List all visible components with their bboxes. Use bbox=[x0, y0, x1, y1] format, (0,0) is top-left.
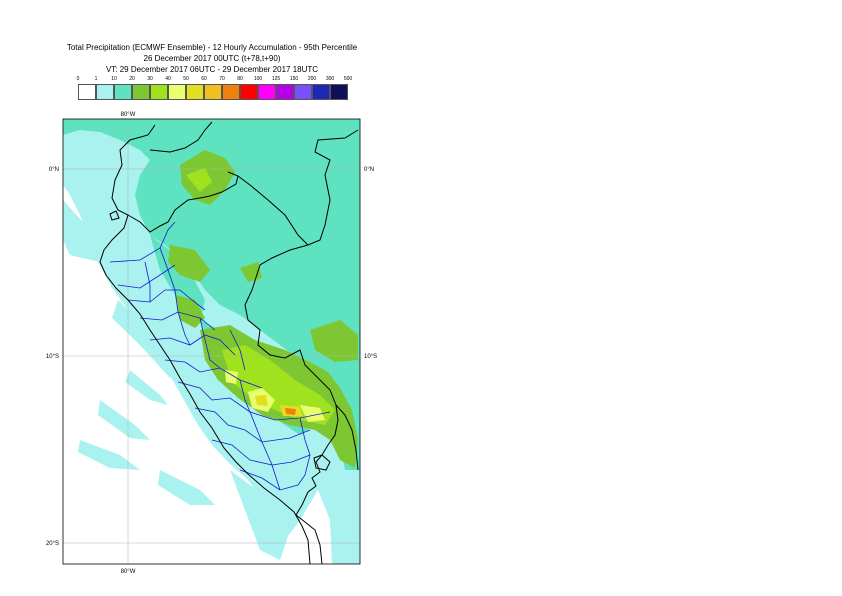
precip-band-1-10 bbox=[230, 470, 290, 560]
department-boundary bbox=[144, 261, 151, 302]
run-date-subtitle: 26 December 2017 00UTC (t+78,t+90) bbox=[143, 54, 281, 63]
department-boundary bbox=[159, 247, 191, 346]
precip-band-60-80 bbox=[285, 408, 296, 415]
lat-label-left-20s: 20°S bbox=[46, 541, 59, 547]
legend-color-swatch bbox=[294, 84, 312, 100]
department-boundary bbox=[211, 439, 311, 466]
legend-tick-label: 100 bbox=[253, 76, 263, 82]
precip-band-1-10 bbox=[63, 200, 100, 262]
precip-band-1-10 bbox=[98, 400, 150, 440]
legend-tick-label: 40 bbox=[165, 76, 171, 82]
lon-label-bottom: 80°W bbox=[121, 569, 136, 575]
precipitation-color-legend: 0 1 10 20 30 40 50 60 70 80 100 125 150 200 300 500 bbox=[76, 76, 352, 102]
colombia-brazil-border bbox=[237, 129, 359, 246]
precip-band-1-10 bbox=[112, 300, 178, 378]
legend-tick-label: 30 bbox=[147, 76, 153, 82]
department-boundary bbox=[239, 469, 299, 491]
legend-tick-label: 500 bbox=[343, 76, 353, 82]
legend-color-swatch bbox=[204, 84, 222, 100]
legend-color-swatch bbox=[78, 84, 96, 100]
legend-color-swatch bbox=[330, 84, 348, 100]
legend-tick-label: 150 bbox=[289, 76, 299, 82]
lat-label-left-10s: 10°S bbox=[46, 354, 59, 360]
legend-tick-label: 200 bbox=[307, 76, 317, 82]
legend-tick-label: 20 bbox=[129, 76, 135, 82]
department-boundary bbox=[164, 359, 263, 389]
legend-color-swatch bbox=[222, 84, 240, 100]
precip-band-1-10 bbox=[125, 370, 168, 405]
legend-tick-label: 60 bbox=[201, 76, 207, 82]
precip-band-1-10 bbox=[78, 440, 140, 470]
department-boundary bbox=[177, 381, 331, 421]
legend-color-swatch bbox=[276, 84, 294, 100]
colombia-ecuador-border bbox=[149, 121, 213, 153]
map-frame bbox=[62, 118, 361, 565]
precip-band-40-50 bbox=[300, 405, 325, 422]
peru-brazil-border bbox=[244, 244, 339, 421]
legend-tick-label: 125 bbox=[271, 76, 281, 82]
precip-band-40-50 bbox=[225, 370, 238, 384]
precip-band-20-30 bbox=[175, 295, 205, 328]
legend-color-swatch bbox=[132, 84, 150, 100]
department-boundary bbox=[149, 334, 236, 356]
ecuador-peru-border bbox=[127, 171, 239, 233]
peru-bolivia-border bbox=[295, 419, 339, 516]
precip-band-1-10 bbox=[158, 470, 215, 505]
department-boundary bbox=[194, 407, 311, 443]
legend-color-swatch bbox=[168, 84, 186, 100]
legend-color-swatch bbox=[312, 84, 330, 100]
valid-time-subtitle: VT: 29 December 2017 06UTC - 29 December… bbox=[105, 65, 319, 74]
precip-band-30-40 bbox=[186, 168, 212, 192]
legend-tick-label: 70 bbox=[219, 76, 225, 82]
legend-tick-label: 10 bbox=[111, 76, 117, 82]
lon-label-top: 80°W bbox=[121, 112, 136, 118]
precip-band-20-30 bbox=[168, 245, 210, 282]
legend-color-swatch bbox=[150, 84, 168, 100]
lat-label-left-0n: 0°N bbox=[49, 167, 59, 173]
legend-tick-label: 0 bbox=[76, 76, 80, 82]
legend-color-swatch bbox=[258, 84, 276, 100]
department-boundary bbox=[229, 329, 246, 371]
coastline bbox=[99, 124, 311, 564]
bolivia-border bbox=[335, 404, 359, 471]
puna-island bbox=[109, 210, 120, 221]
legend-tick-label: 50 bbox=[183, 76, 189, 82]
legend-color-swatch bbox=[240, 84, 258, 100]
legend-tick-label: 80 bbox=[237, 76, 243, 82]
chart-title: Total Precipitation (ECMWF Ensemble) - 1… bbox=[66, 43, 358, 52]
department-boundary bbox=[199, 317, 221, 369]
precip-band-30-40 bbox=[222, 345, 335, 425]
lake-titicaca bbox=[313, 454, 331, 471]
legend-tick-label: 300 bbox=[325, 76, 335, 82]
legend-color-swatch bbox=[186, 84, 204, 100]
lat-label-right-0n: 0°N bbox=[364, 167, 374, 173]
precip-band-50-60 bbox=[255, 395, 268, 406]
department-boundary bbox=[117, 264, 176, 289]
precip-band-20-30 bbox=[310, 320, 358, 362]
legend-color-swatch bbox=[114, 84, 132, 100]
legend-tick-label: 1 bbox=[94, 76, 98, 82]
precip-band-10-20 bbox=[63, 119, 360, 470]
graticule bbox=[63, 119, 360, 564]
department-boundary bbox=[127, 289, 206, 311]
lat-label-right-10s: 10°S bbox=[364, 354, 377, 360]
country-borders bbox=[99, 121, 359, 564]
precipitation-field bbox=[63, 119, 360, 564]
chile-bolivia-border bbox=[295, 514, 323, 564]
department-boundary bbox=[297, 417, 311, 486]
department-boundaries bbox=[109, 221, 331, 491]
department-boundary bbox=[239, 379, 281, 491]
legend-color-swatch bbox=[96, 84, 114, 100]
